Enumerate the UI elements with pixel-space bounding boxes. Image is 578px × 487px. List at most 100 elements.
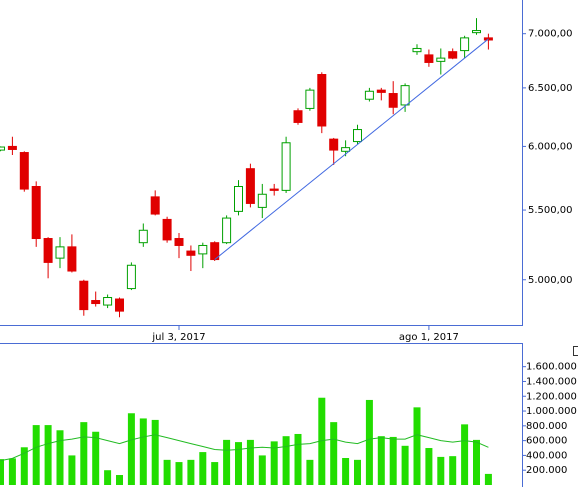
volume-bar [104, 470, 112, 485]
trendline [214, 38, 489, 260]
candle-body [257, 193, 267, 208]
candle-body [353, 129, 362, 143]
volume-bar [92, 431, 100, 485]
volume-bar [437, 456, 445, 485]
y-tick-label: 1.400.000 [526, 376, 577, 387]
candle-body [198, 244, 208, 255]
volume-bar [163, 459, 171, 485]
volume-bar [306, 459, 314, 485]
volume-bar [389, 436, 397, 485]
y-tick-label: 6.500,00 [528, 83, 573, 94]
volume-bar [80, 422, 88, 485]
y-tick-label: 1.000.000 [526, 406, 577, 417]
candle-body [472, 30, 481, 34]
volume-bar [413, 407, 421, 485]
volume-bar [294, 433, 302, 485]
y-tick-label: 400.000 [526, 450, 567, 461]
volume-bar [127, 413, 135, 485]
volume-bar [461, 424, 469, 485]
volume-bar [282, 436, 290, 485]
volume-bar [401, 445, 409, 485]
candle-body [412, 47, 422, 53]
candle-body [293, 110, 303, 123]
volume-bar [473, 439, 480, 485]
y-tick-label: 5.500,00 [528, 205, 573, 216]
volume-bar [258, 455, 266, 485]
candle-body [436, 57, 446, 62]
candle-body [305, 89, 315, 109]
candle-body [79, 280, 89, 311]
volume-bar [342, 458, 350, 485]
volume-bar [199, 452, 207, 485]
volume-bar [116, 475, 123, 485]
candle-body [222, 217, 232, 244]
volume-bar [330, 422, 338, 485]
panel-handle[interactable] [573, 346, 578, 356]
volume-bar [0, 459, 4, 485]
y-tick-label: 7.000,00 [528, 29, 573, 40]
candle-body [424, 54, 434, 63]
volume-bar [56, 430, 64, 485]
candle-body [103, 297, 113, 306]
volume-bar [223, 439, 231, 485]
volume-bar [354, 459, 361, 485]
candle-body [245, 168, 255, 204]
volume-bar [187, 459, 195, 485]
candle-body [341, 147, 351, 152]
volume-bar [365, 399, 373, 485]
volume-bar [68, 455, 76, 485]
volume-bar [8, 458, 16, 485]
volume-bar [425, 448, 433, 485]
volume-bar [175, 462, 183, 485]
candle-body [115, 298, 124, 312]
x-tick-label: ago 1, 2017 [399, 332, 459, 343]
y-tick-label: 1.200.000 [526, 391, 577, 402]
candle-body [138, 229, 148, 244]
volume-bar [377, 436, 385, 485]
candle-body [281, 142, 291, 191]
candle-body [150, 196, 160, 215]
volume-bar [139, 418, 147, 485]
y-tick-label: 5.000,00 [528, 275, 573, 286]
volume-bar [318, 397, 326, 485]
candle-body [448, 51, 458, 59]
volume-bar [211, 462, 219, 485]
x-tick-label: jul 3, 2017 [151, 332, 205, 343]
y-tick-label: 200.000 [526, 465, 567, 476]
candle-body [234, 185, 243, 212]
candle-body [43, 238, 53, 263]
y-tick-label: 6.000,00 [528, 141, 573, 152]
volume-bar [484, 473, 492, 485]
candle-body [400, 85, 410, 106]
y-tick-label: 600.000 [526, 436, 567, 447]
y-tick-label: 1.600.000 [526, 362, 577, 373]
candle-body [67, 246, 77, 272]
candle-body [364, 90, 374, 100]
candle-body [174, 238, 184, 246]
volume-bar [449, 456, 457, 485]
candle-body [269, 188, 279, 191]
candle-body [388, 93, 398, 108]
candle-body [19, 152, 29, 190]
candle-body [329, 138, 339, 151]
volume-bar [20, 447, 28, 485]
candle-body [0, 146, 5, 151]
candle-body [460, 37, 470, 52]
volume-bar [235, 442, 242, 485]
volume-bar [32, 425, 40, 485]
candle-body [186, 250, 196, 256]
candle-body [126, 264, 136, 290]
candle-body [31, 185, 41, 240]
y-tick-label: 800.000 [526, 421, 567, 432]
volume-bar [44, 425, 52, 485]
volume-bar [151, 419, 159, 485]
volume-average [0, 434, 489, 462]
candle-body [7, 145, 17, 150]
candle-body [376, 89, 386, 93]
candle-body [91, 300, 101, 305]
candle-body [162, 218, 172, 241]
volume-bar [270, 441, 278, 485]
candle-body [55, 246, 65, 259]
candle-body [317, 74, 327, 127]
